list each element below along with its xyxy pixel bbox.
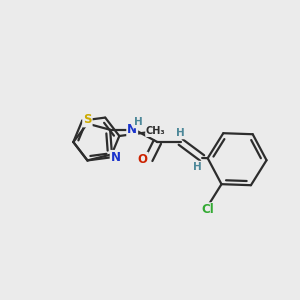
Text: N: N — [111, 151, 121, 164]
Text: CH₃: CH₃ — [146, 126, 166, 136]
Text: S: S — [83, 113, 92, 126]
Text: Cl: Cl — [202, 203, 214, 216]
Text: N: N — [127, 123, 137, 136]
Text: H: H — [134, 117, 143, 128]
Text: H: H — [176, 128, 185, 138]
Text: H: H — [193, 162, 202, 172]
Text: O: O — [138, 153, 148, 166]
